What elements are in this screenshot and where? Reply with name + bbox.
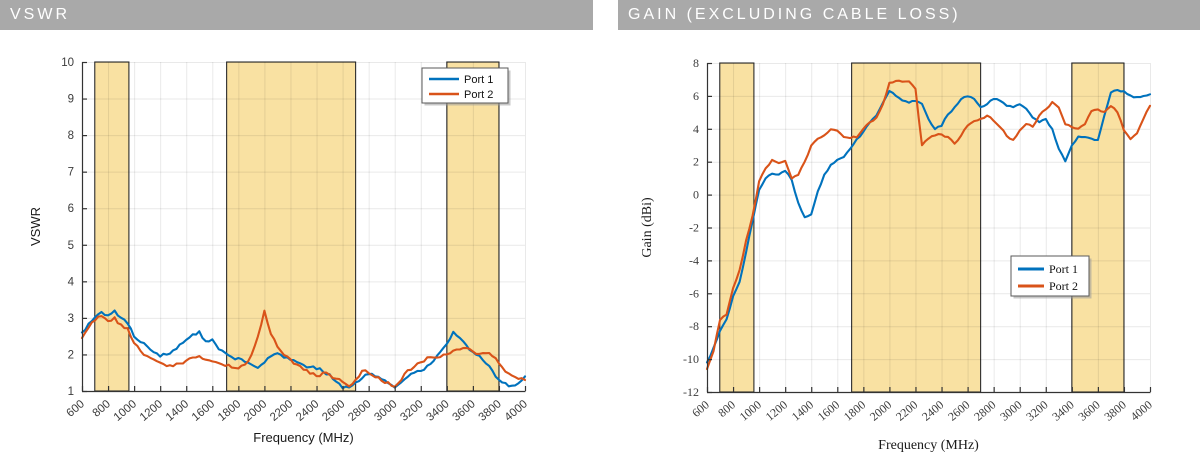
x-tick-label: 3400 xyxy=(1049,398,1076,424)
grid xyxy=(707,63,1151,392)
legend-label-port2: Port 2 xyxy=(464,89,493,101)
y-tick-label: 8 xyxy=(693,56,699,70)
x-tick-label: 1200 xyxy=(138,398,165,424)
section-header-gain: GAIN (EXCLUDING CABLE LOSS) xyxy=(618,0,1200,30)
y-tick-label: -8 xyxy=(689,319,699,333)
y-tick-label: 8 xyxy=(68,130,74,142)
port2-line xyxy=(705,79,1152,371)
section-header-gain-label: GAIN (EXCLUDING CABLE LOSS) xyxy=(628,6,961,23)
x-tick-label: 1400 xyxy=(164,398,191,424)
legend-box xyxy=(421,67,509,104)
y-tick-label: -4 xyxy=(689,253,699,267)
x-tick-label: 2800 xyxy=(971,398,998,424)
highlight-bands xyxy=(94,61,500,392)
y-tick-label: 3 xyxy=(68,313,74,325)
x-tick-label: 800 xyxy=(715,398,738,420)
y-tick-label: -2 xyxy=(689,221,699,235)
y-tick-label: 6 xyxy=(693,89,699,103)
x-tick-label: 1600 xyxy=(190,398,217,424)
legend: Port 1 Port 2 xyxy=(1010,255,1092,299)
x-tick-label: 2000 xyxy=(242,398,269,424)
x-tick-label: 600 xyxy=(65,398,87,420)
legend-item-port2: Port 2 xyxy=(1018,279,1078,293)
x-tick-label: 800 xyxy=(91,398,113,420)
x-tick-label: 2800 xyxy=(346,398,373,424)
legend-box xyxy=(1010,255,1090,297)
y-tick-label: 5 xyxy=(68,240,74,252)
x-tick-label: 1800 xyxy=(216,398,243,424)
vswr-chart: 1 2 3 4 5 6 7 8 9 10 600 800 1000 1200 1400 1600 1800 200… xyxy=(0,30,600,460)
y-axis-label: VSWR xyxy=(28,207,43,246)
x-tick-label: 2600 xyxy=(945,398,972,424)
highlight-band xyxy=(1071,63,1124,392)
axes xyxy=(81,61,527,393)
x-tick-label: 4000 xyxy=(503,398,530,424)
series xyxy=(80,309,527,390)
port2-line xyxy=(80,309,527,388)
x-tick-label: 3000 xyxy=(372,398,399,424)
axes xyxy=(706,62,1152,394)
section-header-vswr: VSWR xyxy=(0,0,593,30)
vswr-chart-svg: 1 2 3 4 5 6 7 8 9 10 600 80010001200140016001800200… xyxy=(28,57,530,445)
y-tick-label: 10 xyxy=(61,57,74,69)
x-tick-label: 2000 xyxy=(867,398,894,424)
y-tick-label: 1 xyxy=(68,386,74,398)
legend-label-port1: Port 1 xyxy=(464,74,493,86)
x-tick-label: 1800 xyxy=(841,398,868,424)
x-tick-label: 3800 xyxy=(477,398,504,424)
x-axis-label: Frequency (MHz) xyxy=(253,430,353,445)
x-tick-label: 4000 xyxy=(1128,398,1155,424)
x-tick-label: 3600 xyxy=(1075,398,1102,424)
grid xyxy=(82,62,526,391)
legend-item-port1: Port 1 xyxy=(429,74,493,86)
y-tick-label: 4 xyxy=(68,276,75,288)
legend: Port 1 Port 2 xyxy=(421,67,511,106)
y-tick-label: 2 xyxy=(693,155,699,169)
x-axis-label: Frequency (MHz) xyxy=(878,438,979,453)
port1-line xyxy=(80,309,527,390)
y-tick-label: -10 xyxy=(683,352,699,366)
x-tick-label: 1000 xyxy=(112,398,139,424)
highlight-bands xyxy=(719,62,1125,393)
highlight-band xyxy=(94,62,129,391)
y-tick-label: 4 xyxy=(693,122,699,136)
y-tick-label: 0 xyxy=(693,188,699,202)
x-tick-label: 2200 xyxy=(893,398,920,424)
legend-item-port2: Port 2 xyxy=(429,89,493,101)
x-tick-label: 1600 xyxy=(815,398,842,424)
y-tick-label: 2 xyxy=(68,349,74,361)
x-tick-label: 3200 xyxy=(1023,398,1050,424)
legend-label-port1: Port 1 xyxy=(1049,262,1078,276)
gain-chart-svg: -12 -10 -8 -6 -4 -2 0 2 4 6 8 600 800100012001400160… xyxy=(640,56,1155,453)
x-tick-label: 2400 xyxy=(919,398,946,424)
y-tick-label: 7 xyxy=(68,167,74,179)
section-header-vswr-label: VSWR xyxy=(10,6,70,23)
x-tick-label: 1200 xyxy=(763,398,790,424)
y-tick-label: -12 xyxy=(683,385,699,399)
gain-chart: -12 -10 -8 -6 -4 -2 0 2 4 6 8 600 800 1000 1200 1400 160… xyxy=(618,30,1200,460)
y-tick-label: 6 xyxy=(68,203,74,215)
highlight-band xyxy=(719,63,754,392)
y-tick-label: -6 xyxy=(689,286,699,300)
x-tick-label: 2400 xyxy=(294,398,321,424)
highlight-band xyxy=(446,62,499,391)
y-axis-label: Gain (dBi) xyxy=(640,197,655,258)
y-tick-label: 9 xyxy=(68,94,74,106)
x-tick-label: 1400 xyxy=(789,398,816,424)
port1-line xyxy=(705,88,1152,364)
x-tick-label: 3400 xyxy=(424,398,451,424)
x-tick-label: 3800 xyxy=(1101,398,1128,424)
legend-item-port1: Port 1 xyxy=(1018,262,1078,276)
x-tick-label: 3200 xyxy=(398,398,425,424)
x-tick-label: 2200 xyxy=(268,398,295,424)
series xyxy=(705,79,1152,371)
x-tick-label: 1000 xyxy=(737,398,764,424)
legend-label-port2: Port 2 xyxy=(1049,279,1078,293)
x-tick-label: 3600 xyxy=(450,398,477,424)
x-tick-label: 3000 xyxy=(997,398,1024,424)
highlight-band xyxy=(226,62,356,391)
x-tick-label: 2600 xyxy=(320,398,347,424)
x-tick-label: 600 xyxy=(689,398,712,420)
